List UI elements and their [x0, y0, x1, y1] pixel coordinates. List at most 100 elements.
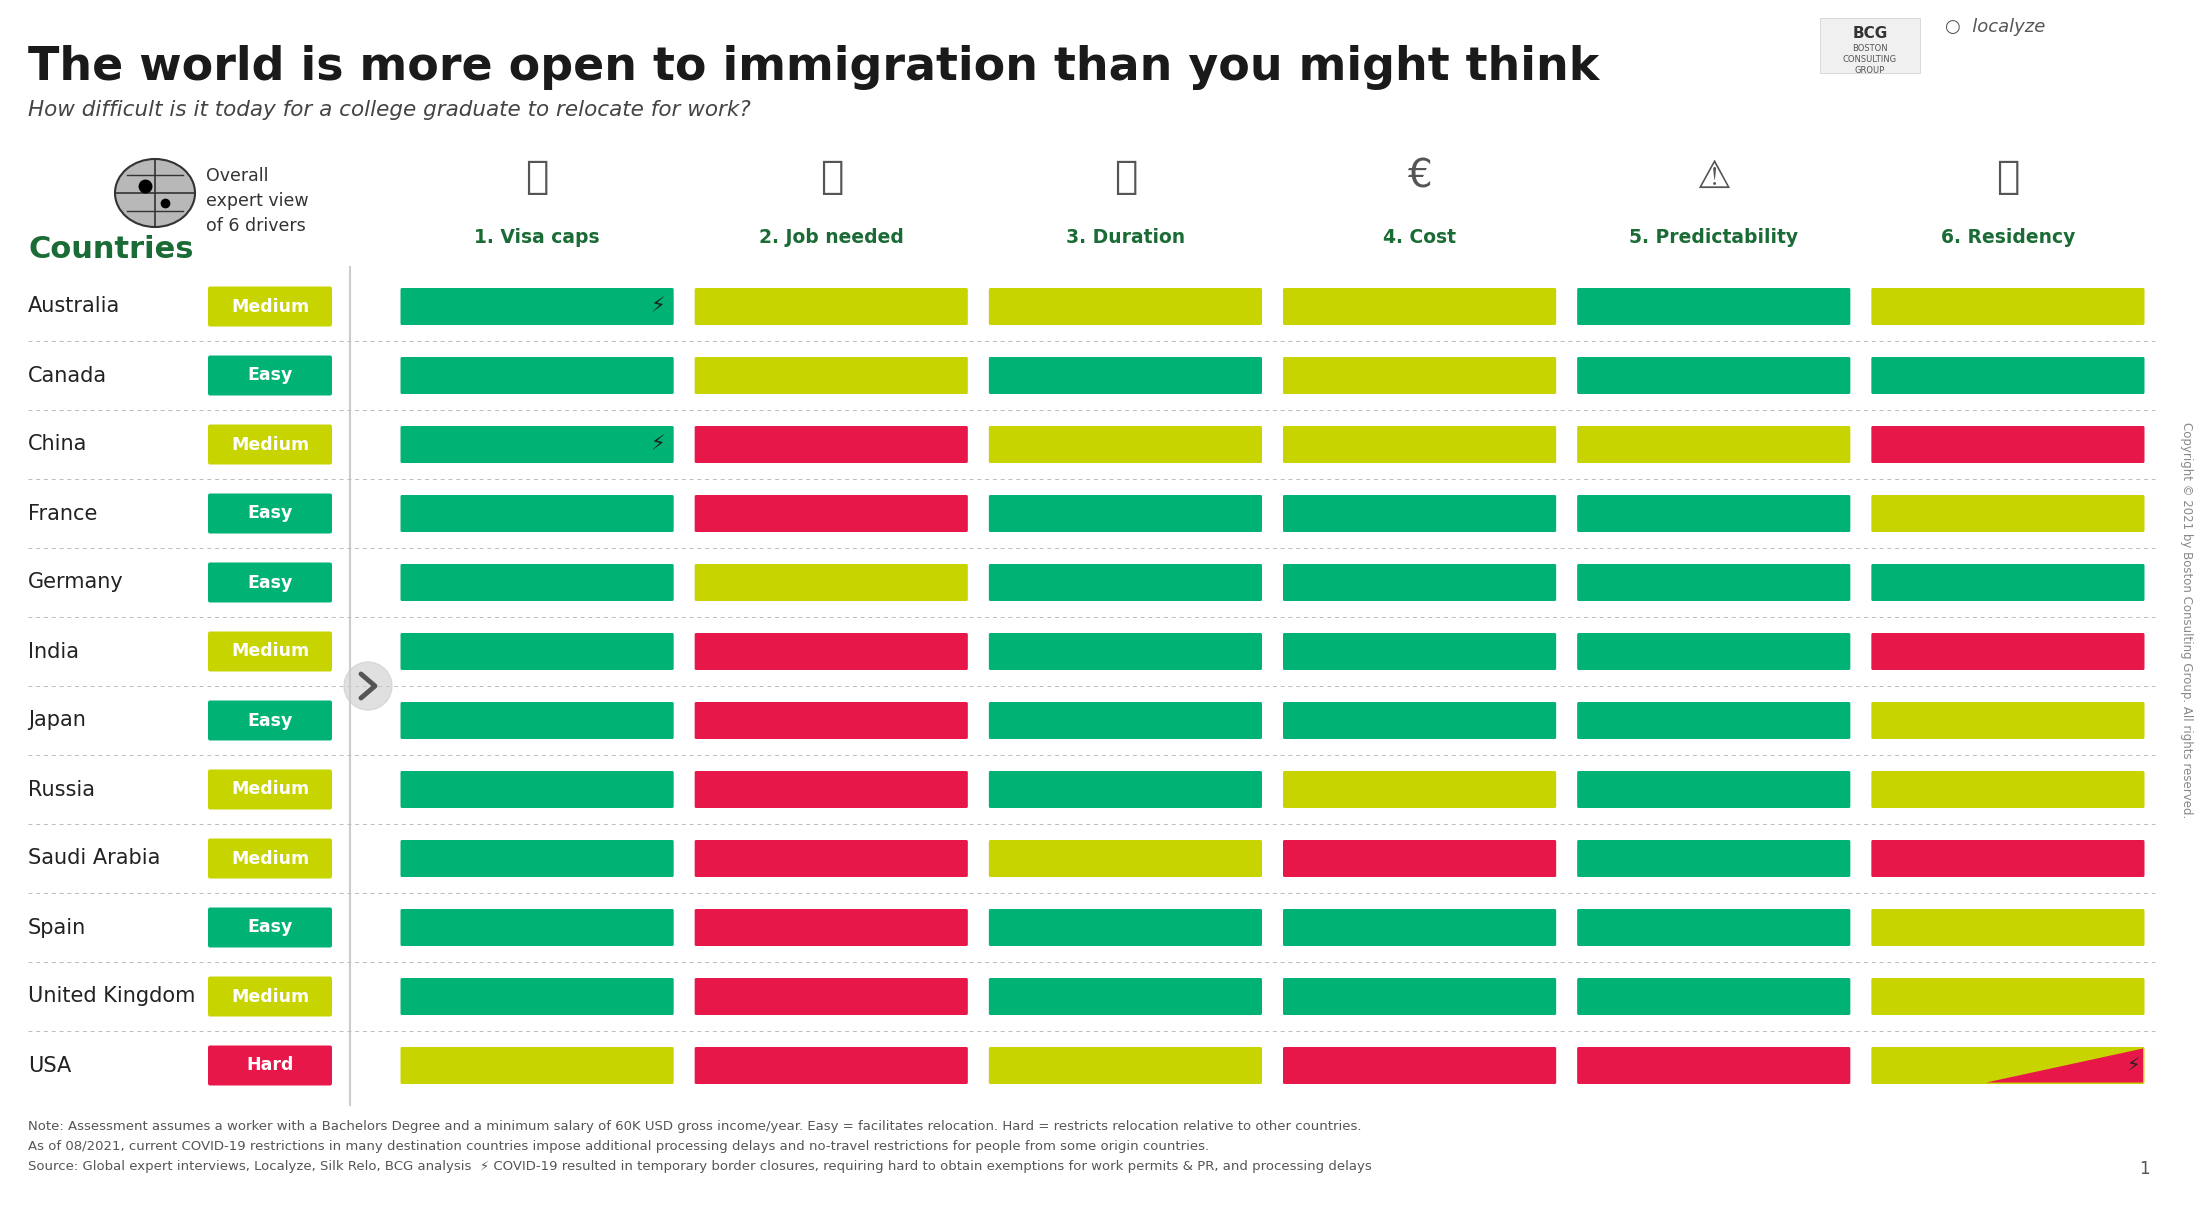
- FancyBboxPatch shape: [1283, 771, 1556, 808]
- Text: Easy: Easy: [248, 712, 292, 729]
- FancyBboxPatch shape: [402, 633, 674, 670]
- FancyBboxPatch shape: [208, 356, 331, 396]
- FancyBboxPatch shape: [1283, 564, 1556, 601]
- Text: Note: Assessment assumes a worker with a Bachelors Degree and a minimum salary o: Note: Assessment assumes a worker with a…: [29, 1120, 1362, 1133]
- Text: As of 08/2021, current COVID-19 restrictions in many destination countries impos: As of 08/2021, current COVID-19 restrict…: [29, 1140, 1209, 1153]
- FancyBboxPatch shape: [989, 1048, 1262, 1084]
- FancyBboxPatch shape: [208, 976, 331, 1016]
- Text: Russia: Russia: [29, 780, 94, 799]
- FancyBboxPatch shape: [1283, 357, 1556, 394]
- FancyBboxPatch shape: [208, 631, 331, 672]
- Text: Medium: Medium: [230, 643, 309, 660]
- FancyBboxPatch shape: [1577, 633, 1850, 670]
- Text: ⚡: ⚡: [649, 435, 665, 454]
- FancyBboxPatch shape: [1871, 633, 2144, 670]
- FancyBboxPatch shape: [1871, 909, 2144, 946]
- Text: 4. Cost: 4. Cost: [1382, 228, 1457, 247]
- FancyBboxPatch shape: [695, 564, 968, 601]
- FancyBboxPatch shape: [1577, 564, 1850, 601]
- Text: BOSTON
CONSULTING
GROUP: BOSTON CONSULTING GROUP: [1843, 44, 1898, 75]
- Text: 1. Visa caps: 1. Visa caps: [474, 228, 599, 247]
- FancyBboxPatch shape: [402, 357, 674, 394]
- Text: Germany: Germany: [29, 573, 123, 592]
- Text: 6. Residency: 6. Residency: [1942, 228, 2076, 247]
- FancyBboxPatch shape: [1871, 771, 2144, 808]
- Text: Medium: Medium: [230, 987, 309, 1005]
- FancyBboxPatch shape: [402, 1048, 674, 1084]
- FancyBboxPatch shape: [1283, 426, 1556, 463]
- FancyBboxPatch shape: [1577, 288, 1850, 325]
- FancyBboxPatch shape: [1577, 426, 1850, 463]
- FancyBboxPatch shape: [1577, 357, 1850, 394]
- FancyBboxPatch shape: [1871, 564, 2144, 601]
- FancyBboxPatch shape: [1577, 702, 1850, 739]
- Text: Hard: Hard: [246, 1056, 294, 1074]
- FancyBboxPatch shape: [1283, 1048, 1556, 1084]
- FancyBboxPatch shape: [1283, 495, 1556, 532]
- FancyBboxPatch shape: [695, 771, 968, 808]
- FancyBboxPatch shape: [695, 633, 968, 670]
- Text: India: India: [29, 642, 79, 661]
- Text: 5. Predictability: 5. Predictability: [1630, 228, 1799, 247]
- FancyBboxPatch shape: [208, 1045, 331, 1085]
- FancyBboxPatch shape: [1283, 288, 1556, 325]
- Text: ⏱: ⏱: [1115, 157, 1136, 196]
- FancyBboxPatch shape: [989, 288, 1262, 325]
- FancyBboxPatch shape: [208, 494, 331, 534]
- FancyBboxPatch shape: [1283, 840, 1556, 877]
- Ellipse shape: [114, 159, 195, 226]
- FancyBboxPatch shape: [1577, 909, 1850, 946]
- Text: France: France: [29, 504, 97, 523]
- FancyBboxPatch shape: [695, 702, 968, 739]
- Text: Easy: Easy: [248, 918, 292, 936]
- Text: €: €: [1406, 157, 1433, 196]
- FancyBboxPatch shape: [1871, 288, 2144, 325]
- FancyBboxPatch shape: [1871, 840, 2144, 877]
- Text: ○  localyze: ○ localyze: [1946, 18, 2045, 36]
- FancyBboxPatch shape: [695, 495, 968, 532]
- Text: United Kingdom: United Kingdom: [29, 987, 195, 1006]
- Text: Medium: Medium: [230, 781, 309, 798]
- FancyBboxPatch shape: [1871, 495, 2144, 532]
- Text: Countries: Countries: [29, 235, 193, 264]
- Text: 3. Duration: 3. Duration: [1066, 228, 1185, 247]
- FancyBboxPatch shape: [1871, 702, 2144, 739]
- FancyBboxPatch shape: [1577, 1048, 1850, 1084]
- FancyBboxPatch shape: [695, 357, 968, 394]
- Text: The world is more open to immigration than you might think: The world is more open to immigration th…: [29, 45, 1599, 90]
- FancyBboxPatch shape: [1871, 426, 2144, 463]
- FancyBboxPatch shape: [695, 1048, 968, 1084]
- Polygon shape: [1986, 1049, 2144, 1083]
- Text: 🏠: 🏠: [1997, 157, 2021, 196]
- FancyBboxPatch shape: [402, 702, 674, 739]
- Text: 🔓: 🔓: [524, 157, 548, 196]
- FancyBboxPatch shape: [989, 426, 1262, 463]
- FancyBboxPatch shape: [208, 700, 331, 740]
- Text: 1: 1: [2139, 1160, 2150, 1178]
- FancyBboxPatch shape: [1577, 978, 1850, 1015]
- FancyBboxPatch shape: [1821, 18, 1920, 73]
- FancyBboxPatch shape: [989, 633, 1262, 670]
- FancyBboxPatch shape: [402, 288, 674, 325]
- FancyBboxPatch shape: [989, 978, 1262, 1015]
- Text: Japan: Japan: [29, 711, 86, 730]
- Text: ⚠: ⚠: [1696, 157, 1731, 196]
- FancyBboxPatch shape: [1871, 978, 2144, 1015]
- FancyBboxPatch shape: [1871, 357, 2144, 394]
- Text: Copyright © 2021 by Boston Consulting Group. All rights reserved.: Copyright © 2021 by Boston Consulting Gr…: [2179, 421, 2192, 819]
- FancyBboxPatch shape: [1283, 909, 1556, 946]
- FancyBboxPatch shape: [989, 840, 1262, 877]
- Text: ⚡: ⚡: [2126, 1056, 2139, 1075]
- FancyBboxPatch shape: [402, 564, 674, 601]
- Text: Saudi Arabia: Saudi Arabia: [29, 849, 160, 868]
- FancyBboxPatch shape: [402, 840, 674, 877]
- Text: 2. Job needed: 2. Job needed: [759, 228, 904, 247]
- FancyBboxPatch shape: [402, 426, 674, 463]
- FancyBboxPatch shape: [695, 288, 968, 325]
- Text: Spain: Spain: [29, 918, 86, 937]
- Text: USA: USA: [29, 1056, 70, 1075]
- FancyBboxPatch shape: [989, 771, 1262, 808]
- FancyBboxPatch shape: [989, 909, 1262, 946]
- Text: Medium: Medium: [230, 298, 309, 316]
- FancyBboxPatch shape: [695, 978, 968, 1015]
